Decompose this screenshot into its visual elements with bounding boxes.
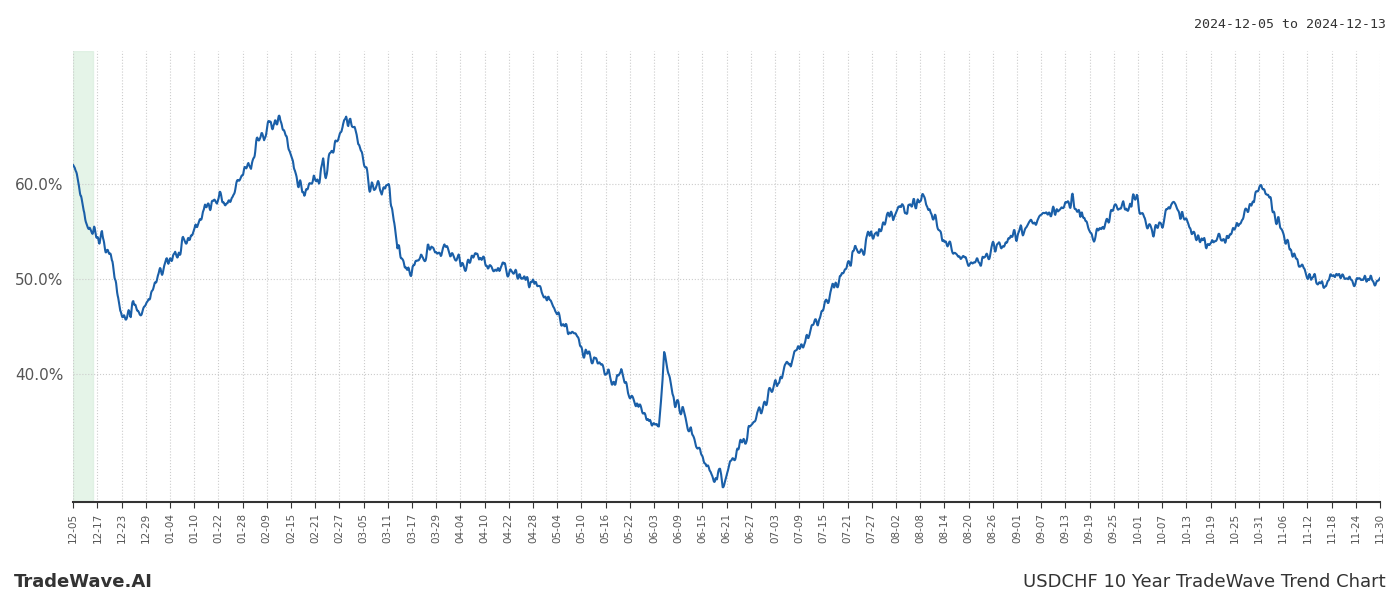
Text: USDCHF 10 Year TradeWave Trend Chart: USDCHF 10 Year TradeWave Trend Chart — [1023, 573, 1386, 591]
Text: 2024-12-05 to 2024-12-13: 2024-12-05 to 2024-12-13 — [1194, 18, 1386, 31]
Bar — [73, 51, 92, 502]
Text: TradeWave.AI: TradeWave.AI — [14, 573, 153, 591]
